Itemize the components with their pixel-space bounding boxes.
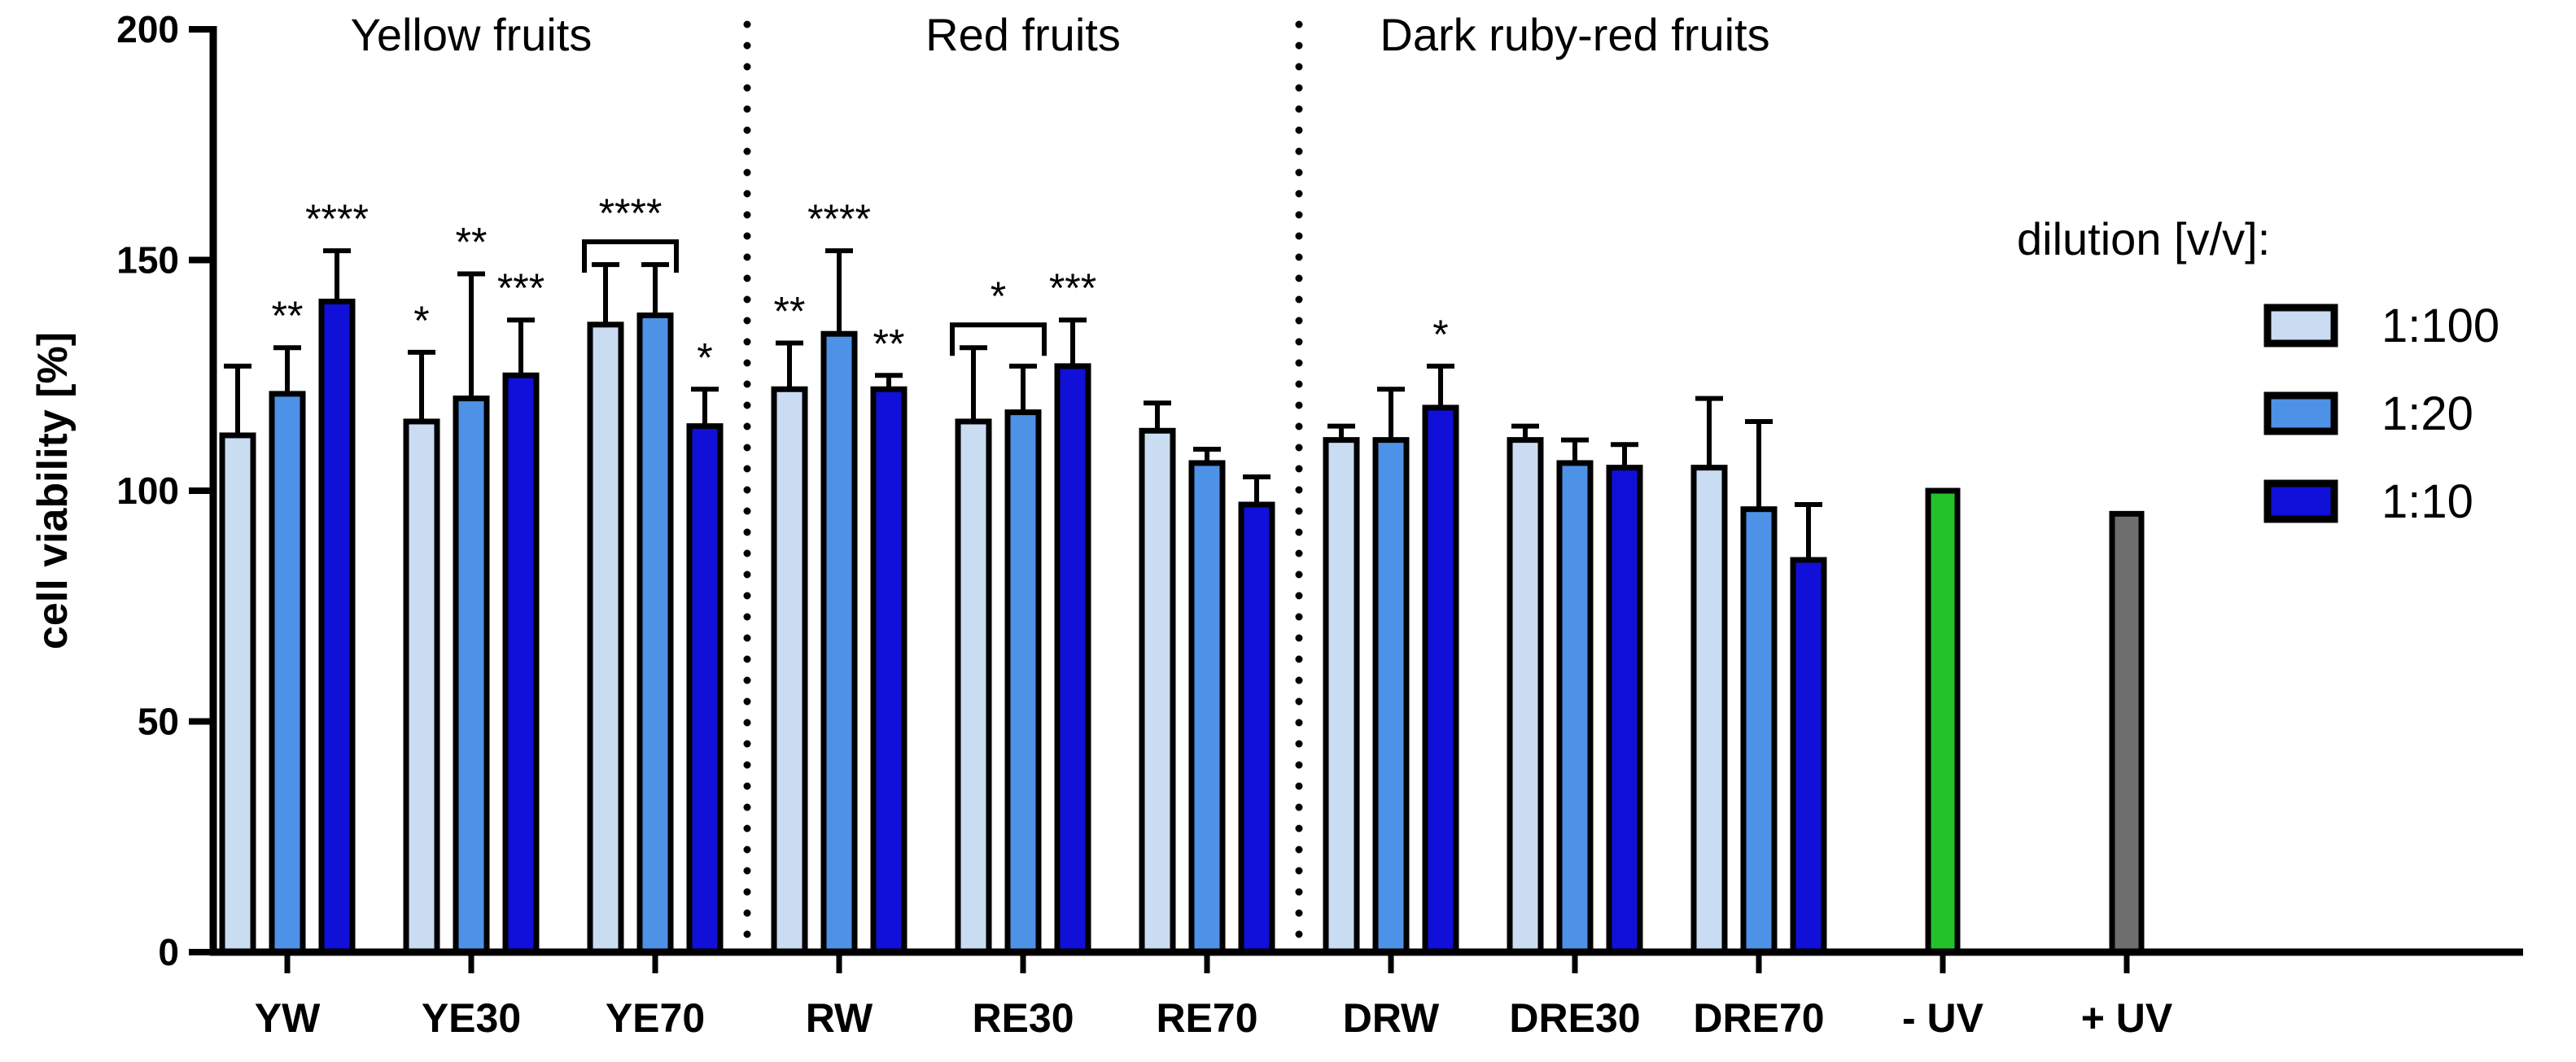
x-tick-label: DRW xyxy=(1343,995,1440,1041)
x-tick-label: RE30 xyxy=(972,995,1074,1041)
significance-marker: **** xyxy=(807,196,871,242)
significance-marker: *** xyxy=(497,265,545,311)
significance-marker: * xyxy=(1432,312,1448,357)
bar xyxy=(502,372,540,955)
significance-marker: * xyxy=(991,273,1006,319)
x-tick-label: YE30 xyxy=(422,995,521,1041)
x-tick-label: RW xyxy=(806,995,873,1041)
bar xyxy=(1188,460,1226,955)
legend-label: 1:10 xyxy=(2381,475,2473,528)
bar xyxy=(1372,437,1410,955)
x-tick-label: + UV xyxy=(2081,995,2173,1041)
y-tick-label: 0 xyxy=(158,931,179,973)
x-tick-label: DRE30 xyxy=(1509,995,1640,1041)
significance-marker: ** xyxy=(272,293,304,339)
y-tick-label: 100 xyxy=(116,470,179,512)
bar xyxy=(870,386,908,955)
bar xyxy=(1790,557,1827,955)
legend-swatch xyxy=(2263,479,2338,523)
y-axis-title: cell viability [%] xyxy=(29,332,77,649)
y-tick-label: 200 xyxy=(116,8,179,50)
significance-marker: ** xyxy=(456,220,488,265)
bar xyxy=(1740,506,1778,955)
bar xyxy=(820,330,858,955)
bar xyxy=(1507,437,1544,955)
y-tick-label: 150 xyxy=(116,239,179,282)
bar xyxy=(1556,460,1594,955)
control-bar xyxy=(2109,510,2145,955)
group-label: Red fruits xyxy=(925,9,1121,60)
bar xyxy=(636,312,674,955)
significance-marker: ** xyxy=(774,289,806,334)
y-tick-label: 50 xyxy=(138,701,179,743)
bar xyxy=(1323,437,1360,955)
legend-label: 1:20 xyxy=(2381,387,2473,440)
bar xyxy=(1238,501,1275,955)
bar xyxy=(1139,427,1176,955)
legend-label: 1:100 xyxy=(2381,299,2499,352)
bar xyxy=(1004,409,1042,955)
legend-swatch xyxy=(2263,304,2338,347)
significance-bracket xyxy=(950,322,1047,356)
significance-marker: *** xyxy=(1049,265,1096,311)
bar xyxy=(269,391,306,955)
bar xyxy=(403,418,440,955)
x-tick-label: YE70 xyxy=(606,995,705,1041)
bar xyxy=(587,321,624,955)
bar xyxy=(1606,465,1643,955)
bar xyxy=(453,396,490,955)
control-bar xyxy=(1925,487,1961,955)
x-tick-label: - UV xyxy=(1902,995,1984,1041)
legend-swatch xyxy=(2263,391,2338,435)
bar xyxy=(219,432,256,955)
significance-marker: * xyxy=(697,334,712,380)
bar xyxy=(1690,465,1728,955)
significance-marker: ** xyxy=(873,321,905,366)
bar xyxy=(318,299,356,955)
bar xyxy=(1054,363,1091,955)
bar xyxy=(955,418,992,955)
x-tick-label: YW xyxy=(255,995,321,1041)
legend-title: dilution [v/v]: xyxy=(2017,213,2270,264)
x-tick-label: DRE70 xyxy=(1693,995,1824,1041)
group-label: Dark ruby-red fruits xyxy=(1380,9,1769,60)
significance-bracket xyxy=(582,239,679,273)
bar xyxy=(686,423,724,955)
group-label: Yellow fruits xyxy=(351,9,593,60)
significance-marker: **** xyxy=(305,196,369,242)
bar xyxy=(771,386,808,955)
bar xyxy=(1422,404,1459,955)
significance-marker: * xyxy=(413,298,429,343)
x-tick-label: RE70 xyxy=(1156,995,1257,1041)
significance-marker: **** xyxy=(599,190,663,236)
